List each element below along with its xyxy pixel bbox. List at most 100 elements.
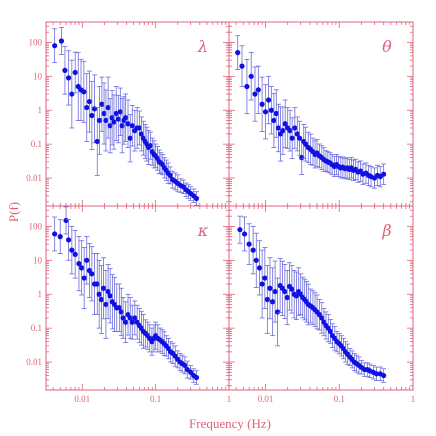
data-point bbox=[268, 107, 274, 113]
panel-bottom-right: 0.01 0.1 1 β bbox=[228, 205, 416, 404]
data-point bbox=[193, 195, 200, 202]
x-tick-label: 0.1 bbox=[334, 394, 345, 404]
data-point bbox=[280, 128, 286, 134]
x-tick-label: 0.1 bbox=[150, 394, 161, 404]
data-point bbox=[115, 116, 121, 122]
data-point bbox=[381, 171, 387, 177]
y-axis-label: P(f) bbox=[6, 202, 21, 222]
data-point bbox=[272, 288, 278, 295]
data-point bbox=[86, 98, 93, 105]
data-point bbox=[79, 265, 85, 271]
panel-label: β bbox=[381, 221, 391, 240]
y-tick-label: 10 bbox=[33, 255, 43, 265]
data-point bbox=[259, 101, 265, 107]
data-point bbox=[127, 135, 133, 141]
data-point bbox=[123, 115, 129, 121]
data-point bbox=[107, 293, 113, 299]
y-tick-label: 100 bbox=[29, 221, 43, 231]
data-point bbox=[182, 362, 188, 368]
data-point bbox=[265, 97, 272, 103]
panel-label: λ bbox=[197, 37, 208, 56]
x-tick-label: 0.01 bbox=[258, 394, 274, 404]
data-point bbox=[273, 110, 279, 117]
data-point bbox=[103, 117, 109, 124]
data-point bbox=[136, 125, 142, 131]
data-point bbox=[275, 125, 282, 131]
x-tick-label: 0.01 bbox=[74, 394, 90, 404]
y-tick-label: 1 bbox=[38, 289, 43, 299]
data-point bbox=[138, 131, 145, 137]
panel-label: κ bbox=[197, 221, 209, 240]
data-point bbox=[327, 328, 334, 335]
data-point bbox=[167, 172, 173, 178]
data-point bbox=[69, 247, 75, 253]
data-point bbox=[89, 271, 95, 277]
data-point bbox=[289, 135, 295, 141]
data-point bbox=[296, 135, 303, 141]
data-point bbox=[250, 247, 256, 253]
x-axis-label: Frequency (Hz) bbox=[189, 416, 271, 431]
data-point bbox=[103, 301, 109, 308]
data-point bbox=[111, 119, 117, 125]
data-point bbox=[188, 369, 194, 375]
data-point bbox=[63, 217, 69, 224]
data-point bbox=[105, 104, 111, 111]
data-point bbox=[123, 319, 129, 325]
data-point bbox=[116, 305, 122, 311]
data-point bbox=[118, 309, 124, 315]
data-point bbox=[259, 281, 265, 287]
panel-bottom-left: 0.01 0.1 1 10 100 0.01 0.1 1 κ bbox=[26, 205, 232, 404]
data-point bbox=[120, 315, 126, 321]
data-point bbox=[105, 288, 111, 295]
panel-top-left: 0.01 0.1 1 10 100 λ bbox=[26, 21, 230, 207]
panel-frame bbox=[228, 205, 414, 391]
data-point bbox=[84, 104, 90, 111]
data-point bbox=[293, 293, 300, 299]
data-point bbox=[76, 261, 82, 267]
data-point bbox=[119, 123, 125, 129]
data-point bbox=[373, 371, 380, 377]
data-point bbox=[113, 110, 119, 117]
data-point bbox=[81, 275, 87, 281]
data-point bbox=[65, 75, 72, 81]
data-point bbox=[319, 315, 325, 321]
data-point bbox=[94, 281, 100, 287]
data-point bbox=[96, 291, 102, 297]
data-point bbox=[100, 285, 107, 291]
data-point bbox=[84, 257, 90, 263]
y-tick-label: 0.1 bbox=[31, 323, 42, 333]
data-point bbox=[271, 117, 277, 124]
data-point bbox=[287, 128, 293, 134]
y-tick-label: 0.01 bbox=[26, 173, 42, 183]
data-point bbox=[129, 123, 135, 129]
data-point bbox=[284, 294, 290, 301]
data-point bbox=[81, 89, 87, 95]
data-point bbox=[72, 251, 78, 257]
data-point bbox=[264, 296, 270, 303]
data-point bbox=[244, 83, 250, 90]
x-tick-label: 1 bbox=[227, 394, 232, 404]
data-point bbox=[270, 299, 276, 305]
x-tick-label: 1 bbox=[411, 394, 416, 404]
panel-top-right: θ bbox=[228, 21, 414, 207]
data-point bbox=[292, 125, 298, 131]
data-point bbox=[193, 374, 200, 381]
data-point bbox=[275, 309, 281, 315]
data-point bbox=[255, 87, 261, 93]
data-point bbox=[289, 286, 295, 292]
data-point bbox=[241, 231, 248, 237]
data-point bbox=[101, 110, 107, 117]
data-point bbox=[239, 63, 245, 69]
data-point bbox=[96, 117, 103, 124]
data-point bbox=[253, 257, 259, 263]
data-point bbox=[127, 315, 133, 321]
data-point bbox=[256, 265, 263, 271]
data-point bbox=[58, 38, 65, 44]
data-point bbox=[99, 101, 105, 107]
data-point bbox=[52, 231, 58, 237]
data-point bbox=[72, 69, 78, 76]
data-point bbox=[294, 131, 300, 137]
data-point bbox=[89, 112, 95, 119]
data-point bbox=[109, 115, 115, 121]
